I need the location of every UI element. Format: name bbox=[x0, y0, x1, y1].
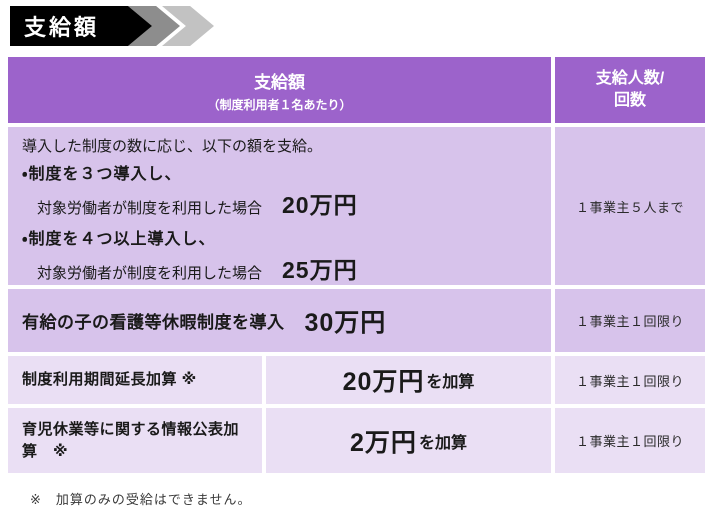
row1-case1-amount: 20万円 bbox=[282, 192, 358, 218]
header-payment-subtitle: （制度利用者１名あたり） bbox=[207, 97, 352, 112]
section-badge-label: 支給額 bbox=[10, 6, 152, 46]
row1-case2-detail-text: 対象労働者が制度を利用した場合 bbox=[37, 265, 263, 282]
row4-label: 育児休業等に関する情報公表加算 ※ bbox=[8, 408, 262, 473]
row4-limit: １事業主１回限り bbox=[555, 408, 705, 473]
header-payment-title: 支給額 bbox=[254, 72, 305, 92]
header-recipient-count: 支給人数/ 回数 bbox=[555, 57, 705, 123]
row3-amount-suffix: を加算 bbox=[426, 374, 475, 391]
row3-amount: 20万円 bbox=[342, 368, 425, 396]
row3-limit: １事業主１回限り bbox=[555, 356, 705, 404]
row-tiered-amounts: 導入した制度の数に応じ、以下の額を支給。 ・制度を３つ導入し、 対象労働者が制度… bbox=[8, 127, 551, 285]
row-paid-leave: 有給の子の看護等休暇制度を導入 30万円 bbox=[8, 289, 551, 352]
header-recipient-count-label: 支給人数/ 回数 bbox=[595, 70, 665, 109]
row1-case2-condition: ・制度を４つ以上導入し、 bbox=[22, 231, 216, 248]
row2-limit: １事業主１回限り bbox=[555, 289, 705, 352]
row1-case1-detail-text: 対象労働者が制度を利用した場合 bbox=[37, 200, 263, 217]
row2-label: 有給の子の看護等休暇制度を導入 bbox=[22, 313, 285, 332]
payment-table: 支給額 （制度利用者１名あたり） 支給人数/ 回数 導入した制度の数に応じ、以下… bbox=[8, 57, 705, 473]
header-payment-amount: 支給額 （制度利用者１名あたり） bbox=[8, 57, 551, 123]
row2-amount: 30万円 bbox=[304, 308, 387, 337]
row1-limit: １事業主５人まで bbox=[555, 127, 705, 285]
row1-intro-text: 導入した制度の数に応じ、以下の額を支給。 bbox=[22, 138, 323, 155]
row1-case2-amount: 25万円 bbox=[282, 257, 358, 283]
row4-amount-suffix: を加算 bbox=[418, 434, 467, 452]
row1-case1-condition: ・制度を３つ導入し、 bbox=[22, 166, 182, 183]
row3-amount-cell: 20万円 を加算 bbox=[266, 356, 551, 404]
row3-label: 制度利用期間延長加算 ※ bbox=[8, 356, 262, 404]
row4-amount: 2万円 bbox=[350, 428, 417, 457]
row1-case1-detail: 対象労働者が制度を利用した場合 20万円 bbox=[22, 189, 541, 225]
row4-amount-cell: 2万円 を加算 bbox=[266, 408, 551, 473]
row1-case2-detail: 対象労働者が制度を利用した場合 25万円 bbox=[22, 254, 541, 285]
footnote: ※ 加算のみの受給はできません。 bbox=[30, 492, 252, 507]
